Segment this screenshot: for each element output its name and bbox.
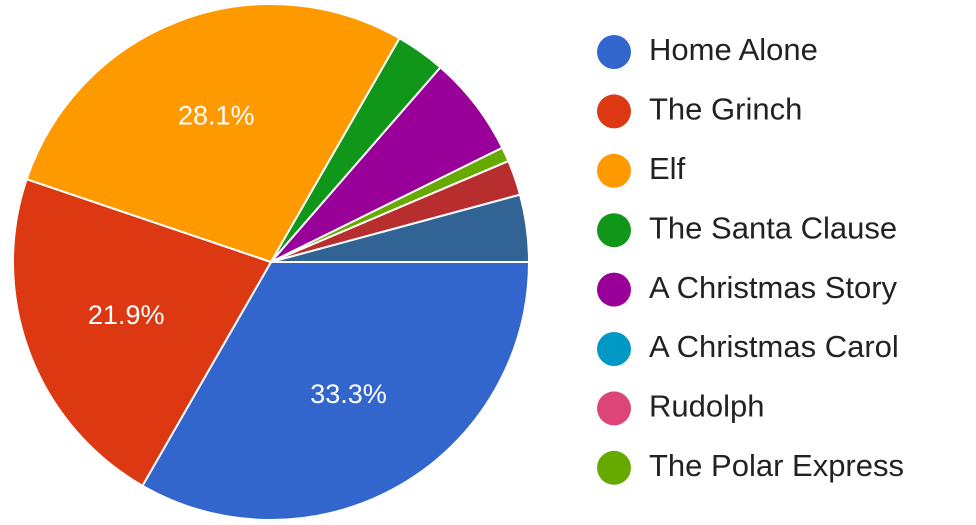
pie-slice-elf bbox=[25, 3, 401, 263]
pie-slice-home-alone bbox=[141, 261, 530, 521]
pie-slice-the-grinch bbox=[12, 178, 272, 487]
legend-item-the-polar-express: The Polar Express bbox=[597, 448, 904, 485]
legend-item-rudolph: Rudolph bbox=[597, 389, 764, 426]
legend-label: The Grinch bbox=[649, 92, 802, 127]
legend: Home Alone The Grinch Elf The Santa Clause A… bbox=[597, 32, 904, 485]
legend-item-elf: Elf bbox=[597, 151, 686, 188]
legend-swatch bbox=[597, 391, 631, 426]
pie-slice-labels: 33.3% 21.9% 28.1% bbox=[88, 100, 387, 409]
pie-slices bbox=[12, 3, 530, 521]
pie-slice-data-label: 28.1% bbox=[178, 100, 255, 130]
pie-slice-data-label: 21.9% bbox=[88, 300, 165, 330]
legend-label: A Christmas Carol bbox=[649, 329, 899, 364]
legend-swatch bbox=[597, 272, 631, 307]
legend-swatch bbox=[597, 450, 631, 485]
legend-label: Rudolph bbox=[649, 389, 764, 424]
legend-swatch bbox=[597, 94, 631, 129]
legend-swatch bbox=[597, 213, 631, 248]
legend-item-the-santa-clause: The Santa Clause bbox=[597, 210, 897, 248]
pie-slice-data-label: 33.3% bbox=[310, 379, 387, 409]
legend-label: Elf bbox=[649, 151, 686, 186]
legend-item-a-christmas-story: A Christmas Story bbox=[597, 270, 898, 307]
legend-swatch bbox=[597, 332, 631, 366]
legend-item-home-alone: Home Alone bbox=[597, 32, 818, 69]
legend-swatch bbox=[597, 35, 631, 69]
legend-item-a-christmas-carol: A Christmas Carol bbox=[597, 329, 899, 366]
legend-swatch bbox=[597, 153, 631, 188]
legend-label: A Christmas Story bbox=[649, 270, 898, 305]
legend-label: The Polar Express bbox=[649, 448, 904, 483]
legend-label: Home Alone bbox=[649, 32, 818, 67]
pie-slice-unlabeled-9 bbox=[270, 193, 530, 263]
legend-label: The Santa Clause bbox=[649, 210, 897, 245]
legend-item-the-grinch: The Grinch bbox=[597, 92, 802, 129]
